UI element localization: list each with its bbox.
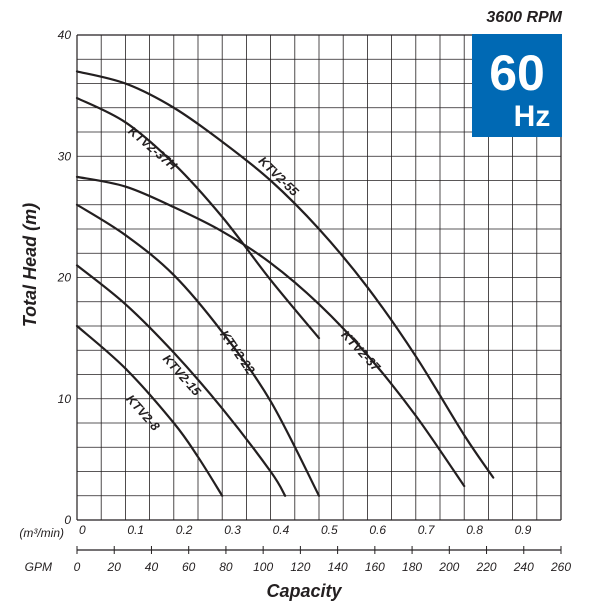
curve-ktv2-37h	[75, 96, 321, 340]
performance-curves	[75, 70, 495, 497]
x-tick-label: 0.9	[515, 523, 532, 537]
x-tick-label: 0.1	[127, 523, 144, 537]
gpm-tick-label: 260	[550, 560, 571, 574]
x-tick-label: 0.7	[418, 523, 436, 537]
y-axis-title: Total Head (m)	[20, 203, 40, 327]
speed-label: 3600 RPM	[486, 9, 562, 26]
curve-ktv2-15	[75, 264, 287, 497]
x-tick-label: 0.6	[369, 523, 386, 537]
x-tick-label: 0.3	[224, 523, 241, 537]
frequency-badge: 60 Hz	[472, 34, 562, 137]
y-tick-label: 10	[58, 392, 72, 406]
frequency-value: 60	[489, 45, 545, 101]
y-tick-label: 40	[58, 28, 72, 42]
gpm-tick-label: 160	[365, 560, 385, 574]
y-tick-label: 20	[57, 271, 72, 285]
x-tick-label: 0.5	[321, 523, 338, 537]
gpm-tick-label: 120	[290, 560, 310, 574]
curve-ktv2-37	[75, 175, 466, 488]
gpm-tick-label: 0	[74, 560, 81, 574]
frequency-unit: Hz	[514, 100, 551, 133]
curve-label-ktv2-37: KTV2-37	[338, 328, 383, 375]
curve-ktv2-22	[75, 203, 321, 497]
gpm-tick-label: 240	[513, 560, 534, 574]
x-tick-label: 0.2	[176, 523, 193, 537]
x-tick-label: 0	[79, 523, 86, 537]
x-axis-unit-label: (m³/min)	[19, 526, 64, 540]
gpm-tick-label: 40	[145, 560, 159, 574]
gpm-tick-label: 80	[219, 560, 233, 574]
gpm-tick-label: 20	[107, 560, 122, 574]
gpm-tick-label: 180	[402, 560, 422, 574]
axis-ticks: 0 10 20 30 40 0 0.1 0.2 0.3 0.4 0.5 0.6 0.7 0.8 0.9 0 20…	[57, 28, 572, 574]
gpm-axis-label: GPM	[25, 560, 52, 574]
gpm-tick-label: 200	[438, 560, 459, 574]
x-tick-label: 0.8	[466, 523, 483, 537]
gpm-tick-label: 100	[253, 560, 273, 574]
x-tick-label: 0.4	[273, 523, 290, 537]
gpm-tick-label: 60	[182, 560, 196, 574]
curve-ktv2-8	[75, 324, 224, 497]
curve-label-ktv2-8: KTV2-8	[123, 392, 162, 434]
curve-labels: KTV2-37HKTV2-55KTV2-22KTV2-15KTV2-8KTV2-…	[123, 124, 383, 434]
x-axis-title: Capacity	[266, 581, 342, 601]
gpm-tick-label: 140	[328, 560, 348, 574]
curve-label-ktv2-15: KTV2-15	[160, 352, 204, 400]
curve-ktv2-55	[75, 70, 495, 479]
frequency-badge-background	[472, 34, 562, 137]
y-tick-label: 0	[64, 513, 71, 527]
y-tick-label: 30	[58, 149, 72, 163]
curve-label-ktv2-37h: KTV2-37H	[125, 124, 180, 174]
curve-label-ktv2-22: KTV2-22	[217, 328, 257, 377]
gpm-tick-label: 220	[476, 560, 497, 574]
